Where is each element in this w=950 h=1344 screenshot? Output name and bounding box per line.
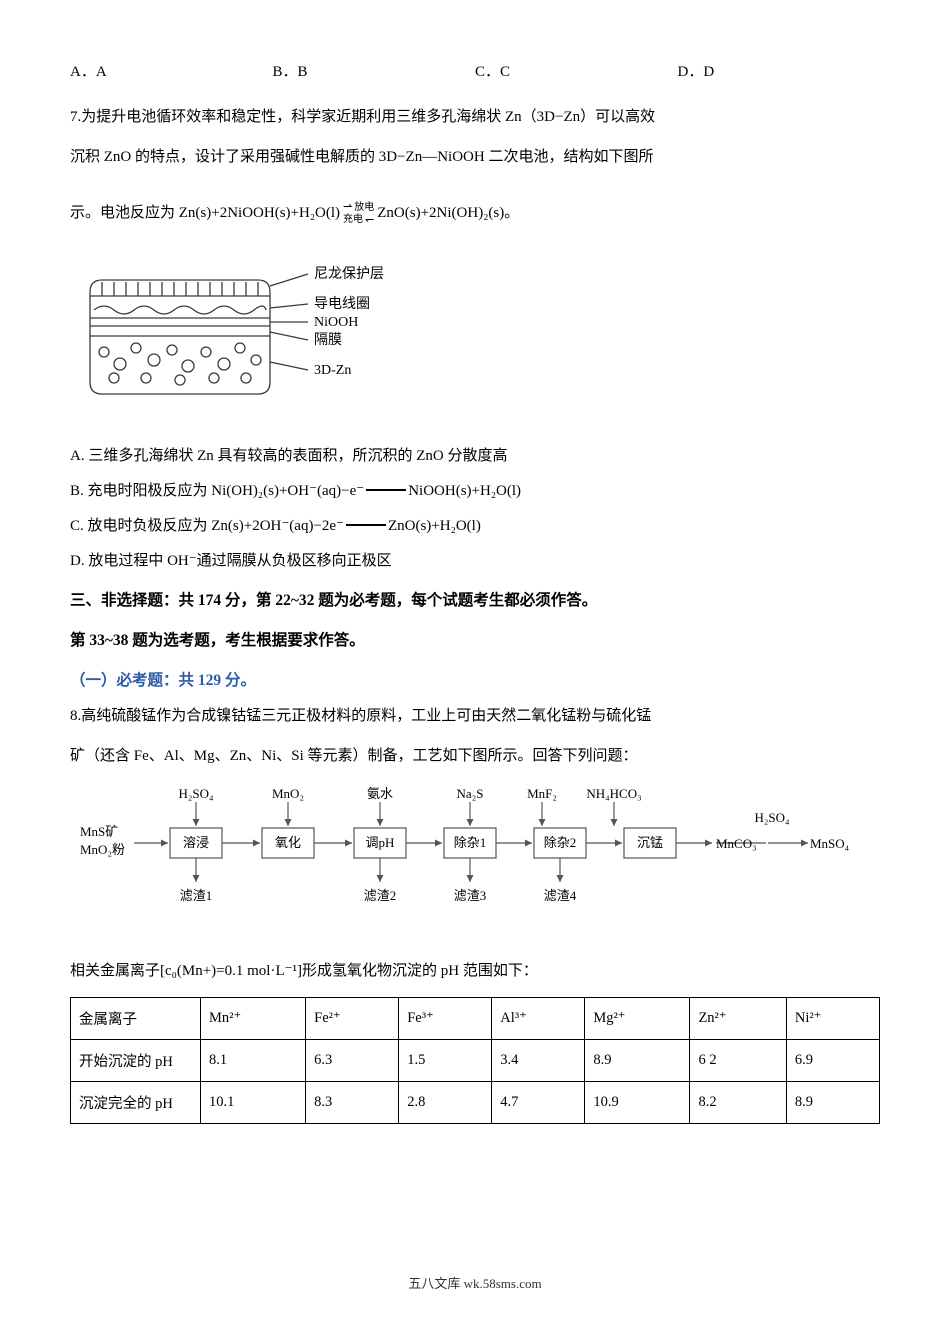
th-7: Ni²⁺ — [786, 998, 879, 1040]
q7-eq-post: ZnO(s)+2Ni(OH)₂(s)。 — [377, 197, 519, 230]
option-b: B．B — [273, 60, 476, 81]
flow-top-6: H₂SO₄ — [754, 810, 790, 825]
label-membrane: 隔膜 — [314, 332, 342, 348]
eq-bot-label: 充电 — [343, 214, 363, 225]
flow-box-2: 调pH — [366, 835, 395, 850]
flow-box-1: 氧化 — [275, 835, 301, 850]
q7-line1: 7.为提升电池循环效率和稳定性，科学家近期利用三维多孔海绵状 Zn（3D−Zn）… — [70, 99, 880, 135]
q7-eq-pre: 示。电池反应为 Zn(s)+2NiOOH(s)+H₂O(l) — [70, 197, 340, 230]
table-row: 沉淀完全的 pH 10.1 8.3 2.8 4.7 10.9 8.2 8.9 — [71, 1082, 880, 1124]
q7-line2: 沉积 ZnO 的特点，设计了采用强碱性电解质的 3D−Zn—NiOOH 二次电池… — [70, 139, 880, 175]
section-required: （一）必考题：共 129 分。 — [70, 664, 880, 698]
cell: 1.5 — [399, 1040, 492, 1082]
option-a: A．A — [70, 60, 273, 81]
q7-stmt-c: C. 放电时负极反应为 Zn(s)+2OH⁻(aq)−2e⁻ ZnO(s)+H₂O… — [70, 510, 880, 543]
th-3: Fe³⁺ — [399, 998, 492, 1040]
cell: 8.9 — [585, 1040, 690, 1082]
cell: 8.2 — [690, 1082, 786, 1124]
flow-left-0: MnS矿 — [80, 824, 118, 839]
long-arrow-icon — [366, 489, 406, 491]
row0-label: 开始沉淀的 pH — [71, 1040, 201, 1082]
page-footer: 五八文库 wk.58sms.com — [0, 1273, 950, 1292]
flow-box-0: 溶浸 — [183, 835, 209, 850]
option-c: C．C — [475, 60, 678, 81]
battery-svg: 尼龙保护层 导电线圈 NiOOH 隔膜 3D-Zn — [70, 252, 430, 422]
q7-stmt-b: B. 充电时阳极反应为 Ni(OH)₂(s)+OH⁻(aq)−e⁻ NiOOH(s… — [70, 475, 880, 508]
q8-line1: 8.高纯硫酸锰作为合成镍钴锰三元正极材料的原料，工业上可由天然二氧化锰粉与硫化锰 — [70, 698, 880, 734]
th-0: 金属离子 — [71, 998, 201, 1040]
flow-top-5: NH₄HCO₃ — [586, 786, 641, 801]
cell: 8.3 — [306, 1082, 399, 1124]
th-5: Mg²⁺ — [585, 998, 690, 1040]
flow-top-1: MnO₂ — [272, 786, 304, 801]
q7-b-post: NiOOH(s)+H₂O(l) — [408, 483, 521, 499]
cell: 10.1 — [201, 1082, 306, 1124]
table-row: 开始沉淀的 pH 8.1 6.3 1.5 3.4 8.9 6 2 6.9 — [71, 1040, 880, 1082]
th-2: Fe²⁺ — [306, 998, 399, 1040]
cell: 3.4 — [492, 1040, 585, 1082]
flow-prod-mid: MnCO₃ — [716, 836, 757, 851]
flow-slag-2: 滤渣3 — [454, 888, 487, 903]
q7-b-pre: B. 充电时阳极反应为 Ni(OH)₂(s)+OH⁻(aq)−e⁻ — [70, 483, 364, 499]
th-6: Zn²⁺ — [690, 998, 786, 1040]
q7-stmt-d: D. 放电过程中 OH⁻通过隔膜从负极区移向正极区 — [70, 545, 880, 578]
option-d: D．D — [678, 60, 881, 81]
flow-slag-0: 滤渣1 — [180, 888, 213, 903]
flow-svg: H₂SO₄ MnO₂ 氨水 Na₂S MnF₂ NH₄HCO₃ H₂SO₄ Mn… — [70, 782, 850, 932]
q7-c-post: ZnO(s)+H₂O(l) — [388, 518, 481, 534]
cell: 6.3 — [306, 1040, 399, 1082]
flow-top-0: H₂SO₄ — [178, 786, 214, 801]
options-row: A．A B．B C．C D．D — [70, 60, 880, 81]
flow-slag-1: 滤渣2 — [364, 888, 397, 903]
label-coil: 导电线圈 — [314, 296, 370, 312]
cell: 10.9 — [585, 1082, 690, 1124]
flow-top-4: MnF₂ — [527, 786, 557, 801]
flow-top-2: 氨水 — [367, 786, 393, 801]
ph-table: 金属离子 Mn²⁺ Fe²⁺ Fe³⁺ Al³⁺ Mg²⁺ Zn²⁺ Ni²⁺ … — [70, 997, 880, 1124]
cell: 6 2 — [690, 1040, 786, 1082]
arrow-left-icon: ⇀ — [343, 201, 352, 213]
reversible-arrow: ⇀放电 充电↽ — [343, 201, 374, 225]
flow-left-1: MnO₂粉 — [80, 842, 125, 857]
flow-box-4: 除杂2 — [544, 835, 577, 850]
label-niooh: NiOOH — [314, 315, 358, 330]
flow-slag-3: 滤渣4 — [544, 888, 577, 903]
cell: 8.9 — [786, 1082, 879, 1124]
process-flow-diagram: H₂SO₄ MnO₂ 氨水 Na₂S MnF₂ NH₄HCO₃ H₂SO₄ Mn… — [70, 782, 880, 937]
long-arrow-icon — [346, 524, 386, 526]
cell: 2.8 — [399, 1082, 492, 1124]
section-three-b: 第 33~38 题为选考题，考生根据要求作答。 — [70, 624, 880, 658]
flow-top-3: Na₂S — [457, 786, 484, 801]
th-1: Mn²⁺ — [201, 998, 306, 1040]
q7-c-pre: C. 放电时负极反应为 Zn(s)+2OH⁻(aq)−2e⁻ — [70, 518, 344, 534]
battery-diagram: 尼龙保护层 导电线圈 NiOOH 隔膜 3D-Zn — [70, 252, 880, 422]
label-zn: 3D-Zn — [314, 363, 351, 378]
th-4: Al³⁺ — [492, 998, 585, 1040]
eq-top-label: 放电 — [354, 202, 374, 213]
flow-box-3: 除杂1 — [454, 835, 487, 850]
q7-stmt-a: A. 三维多孔海绵状 Zn 具有较高的表面积，所沉积的 ZnO 分散度高 — [70, 440, 880, 473]
flow-prod-end: MnSO₄ — [810, 836, 850, 851]
table-intro: 相关金属离子[c₀(Mn+)=0.1 mol·L⁻¹]形成氢氧化物沉淀的 pH … — [70, 953, 880, 989]
label-nylon: 尼龙保护层 — [314, 266, 384, 282]
cell: 8.1 — [201, 1040, 306, 1082]
q8-line2: 矿（还含 Fe、Al、Mg、Zn、Ni、Si 等元素）制备，工艺如下图所示。回答… — [70, 738, 880, 774]
arrow-right-icon: ↽ — [365, 214, 374, 226]
flow-box-5: 沉锰 — [637, 835, 663, 850]
table-header-row: 金属离子 Mn²⁺ Fe²⁺ Fe³⁺ Al³⁺ Mg²⁺ Zn²⁺ Ni²⁺ — [71, 998, 880, 1040]
section-three-a: 三、非选择题：共 174 分，第 22~32 题为必考题，每个试题考生都必须作答… — [70, 584, 880, 618]
q7-equation: 示。电池反应为 Zn(s)+2NiOOH(s)+H₂O(l) ⇀放电 充电↽ Z… — [70, 197, 880, 230]
row1-label: 沉淀完全的 pH — [71, 1082, 201, 1124]
cell: 6.9 — [786, 1040, 879, 1082]
cell: 4.7 — [492, 1082, 585, 1124]
